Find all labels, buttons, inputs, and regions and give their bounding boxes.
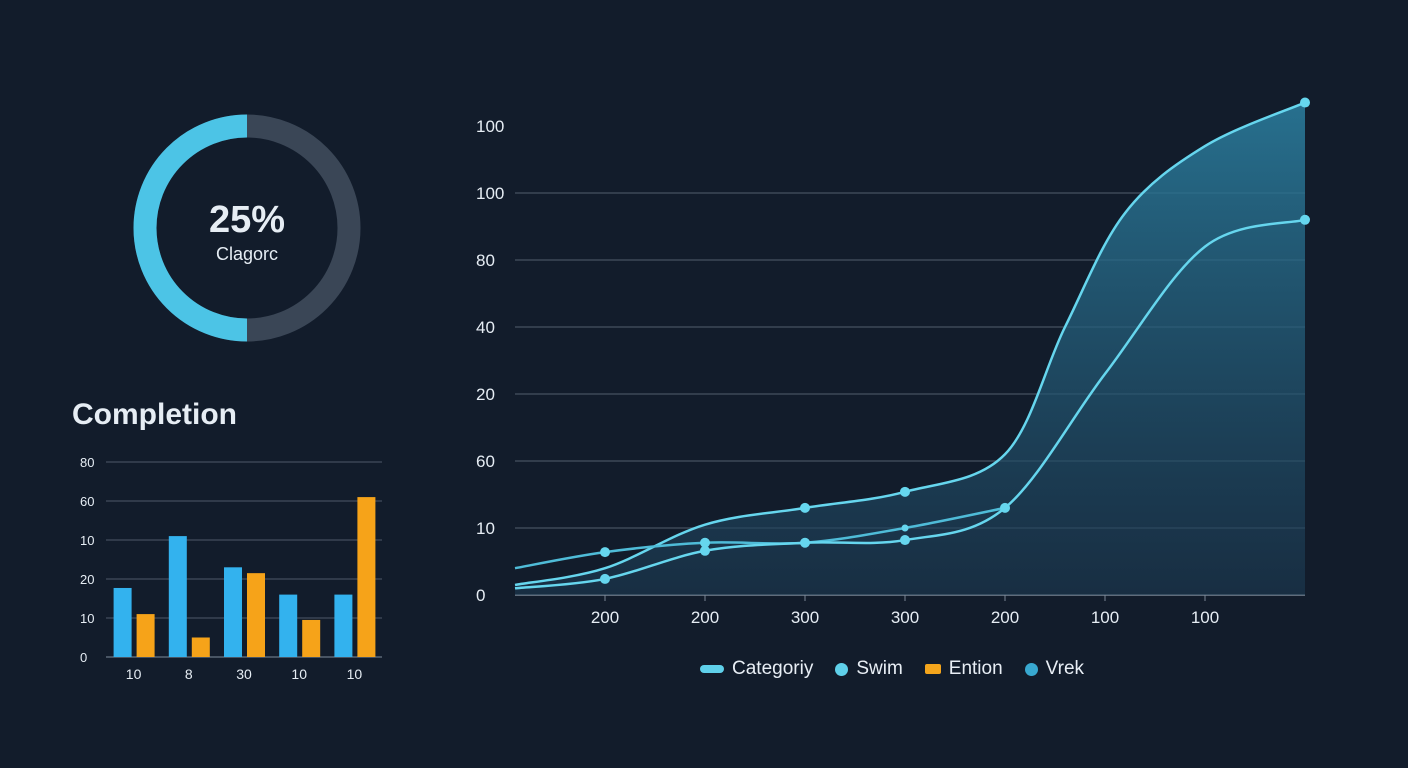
- bar-orange: [357, 497, 376, 657]
- bar-ytick-label: 20: [80, 572, 94, 587]
- series-marker-categoriy: [900, 486, 910, 497]
- donut-label: Clagorc: [216, 244, 278, 264]
- bar-ytick-label: 10: [80, 611, 94, 626]
- series-marker-vrek: [901, 524, 909, 532]
- bar-orange: [302, 619, 321, 657]
- area-chart: 0 10 60 20 40 80 100 100 200 200 300 300 200 100 100: [476, 97, 1310, 627]
- donut-value: 25%: [209, 199, 285, 241]
- donut-progress-arc: [133, 114, 248, 342]
- bar-chart-title: Completion: [72, 398, 237, 431]
- area-ytick-label: 10: [476, 519, 495, 538]
- bar-orange: [136, 614, 155, 657]
- bar-ytick-label: 10: [80, 533, 94, 548]
- legend-label: Vrek: [1045, 658, 1085, 679]
- bar-xtick-label: 8: [185, 666, 193, 682]
- series-line-categoriy: [514, 101, 1306, 587]
- series-marker-swim: [600, 573, 610, 584]
- bar-ytick-label: 80: [80, 455, 94, 470]
- area-xtick-label: 200: [691, 608, 719, 627]
- area-ytick-label: 100: [476, 184, 504, 203]
- bar-orange: [247, 573, 265, 657]
- legend-swatch-icon: [835, 662, 849, 676]
- area-ytick-label: 0: [476, 586, 485, 605]
- legend-item-categoriy: Categoriy: [700, 658, 813, 680]
- bar-ytick-label: 0: [80, 650, 87, 665]
- legend-label: Ention: [948, 658, 1003, 679]
- bar-xtick-label: 10: [291, 666, 307, 682]
- area-xtick-label: 100: [1091, 608, 1119, 627]
- legend-item-vrek: Vrek: [1024, 658, 1085, 680]
- series-marker-categoriy: [1300, 97, 1310, 108]
- series-marker-categoriy: [800, 502, 810, 513]
- legend-label: Categoriy: [732, 658, 814, 679]
- area-xtick-label: 300: [791, 608, 819, 627]
- bar-xtick-label: 10: [126, 666, 142, 682]
- series-marker-vrek: [600, 547, 610, 558]
- bar-xtick-label: 30: [236, 666, 252, 682]
- area-xtick-label: 200: [591, 608, 619, 627]
- bar-blue: [279, 594, 298, 657]
- legend-item-swim: Swim: [835, 658, 903, 680]
- area-xtick-label: 200: [991, 608, 1019, 627]
- bar-chart: 0 10 20 10 60 80 10 8 30 10 10: [80, 455, 382, 682]
- legend-item-ention: Ention: [924, 658, 1003, 680]
- series-marker-swim: [1300, 214, 1310, 225]
- area-xtick-label: 100: [1191, 608, 1219, 627]
- area-ytick-label: 40: [476, 318, 495, 337]
- chart-legend: Categoriy Swim Ention Vrek: [700, 658, 1084, 680]
- series-marker-swim: [900, 535, 910, 546]
- legend-swatch-icon: [924, 664, 941, 674]
- area-ytick-label: 60: [476, 452, 495, 471]
- legend-swatch-icon: [700, 665, 724, 673]
- bar-blue: [334, 594, 353, 657]
- area-ytick-label: 80: [476, 251, 495, 270]
- bar-blue: [113, 587, 132, 657]
- donut-chart: 25% Clagorc: [133, 114, 361, 342]
- series-marker-vrek: [700, 537, 710, 548]
- area-ytick-label: 20: [476, 385, 495, 404]
- area-xtick-label: 300: [891, 608, 919, 627]
- bar-orange: [191, 637, 210, 657]
- bar-blue: [168, 536, 187, 657]
- series-marker-swim: [1000, 502, 1010, 513]
- series-marker-swim: [700, 545, 710, 556]
- series-line-swim: [514, 218, 1306, 590]
- area-ytick-label: 100: [476, 117, 504, 136]
- bar-ytick-label: 60: [80, 494, 94, 509]
- bar-blue: [224, 567, 242, 657]
- legend-label: Swim: [856, 658, 903, 679]
- area-fill: [515, 102, 1305, 596]
- legend-swatch-icon: [1024, 662, 1038, 676]
- bar-xtick-label: 10: [347, 666, 363, 682]
